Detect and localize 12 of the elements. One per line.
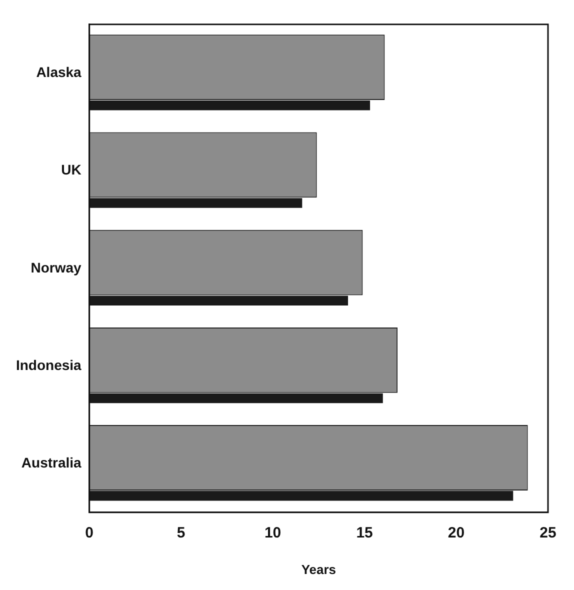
y-tick-label: Norway: [30, 259, 82, 276]
x-axis-title: Years: [301, 562, 336, 577]
x-tick-label: 20: [448, 524, 465, 542]
y-tick-label: UK: [61, 162, 82, 178]
x-tick-label: 5: [176, 524, 186, 542]
y-tick-label: Indonesia: [16, 356, 82, 373]
x-tick-label: 0: [85, 524, 94, 542]
y-tick-label: Australia: [21, 454, 82, 470]
y-tick-label: Alaska: [36, 64, 82, 80]
x-tick-label: 10: [264, 524, 282, 542]
x-tick-label: 25: [540, 524, 556, 542]
x-tick-label: 15: [356, 524, 373, 542]
